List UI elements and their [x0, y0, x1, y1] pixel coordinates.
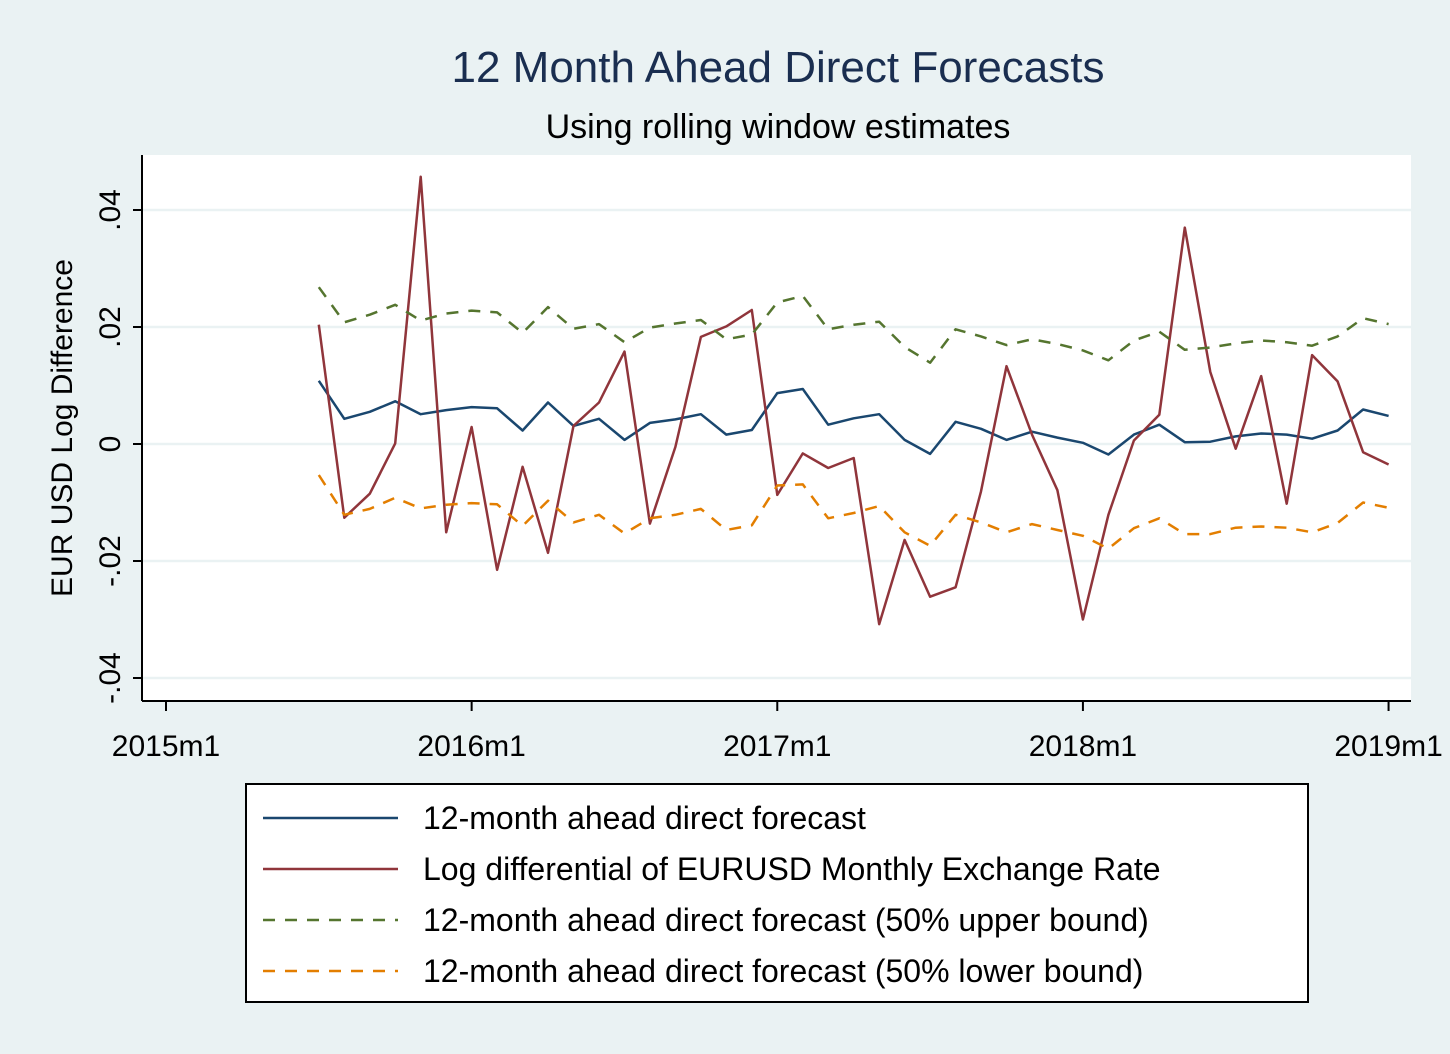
series-group: [317, 175, 1390, 626]
x-axis: 2015m1 2016m1 2017m1 2018m1 2019m1: [112, 700, 1443, 763]
legend-box: [245, 783, 1309, 1003]
chart-subtitle: Using rolling window estimates: [546, 108, 1011, 146]
x-tick-label: 2015m1: [112, 730, 220, 763]
plot-area: [142, 155, 1411, 701]
y-tick-label: -.04: [94, 652, 127, 704]
legend-label-2: 12-month ahead direct forecast (50% uppe…: [423, 902, 1149, 938]
y-tick-label: -.02: [94, 535, 127, 587]
x-tick-label: 2019m1: [1334, 730, 1442, 763]
series-line-2: [317, 286, 1389, 364]
y-tick-label: .04: [94, 189, 127, 231]
y-tick-label: .02: [94, 306, 127, 348]
y-tick-label: 0: [94, 436, 127, 453]
legend-label-1: Log differential of EURUSD Monthly Excha…: [423, 851, 1161, 887]
x-tick-label: 2016m1: [417, 730, 525, 763]
series-line-1: [317, 175, 1390, 626]
legend-label-0: 12-month ahead direct forecast: [423, 800, 866, 836]
y-axis: -.04 -.02 0 .02 .04: [94, 155, 143, 704]
chart-title: 12 Month Ahead Direct Forecasts: [452, 43, 1105, 92]
legend-label-3: 12-month ahead direct forecast (50% lowe…: [423, 953, 1143, 989]
x-tick-label: 2018m1: [1029, 730, 1137, 763]
legend: 12-month ahead direct forecast Log differ…: [245, 783, 1309, 1003]
grid-lines: [142, 208, 1411, 680]
y-axis-label: EUR USD Log Difference: [46, 259, 79, 597]
series-line-0: [317, 380, 1389, 456]
x-tick-label: 2017m1: [723, 730, 831, 763]
series-line-3: [317, 474, 1389, 550]
